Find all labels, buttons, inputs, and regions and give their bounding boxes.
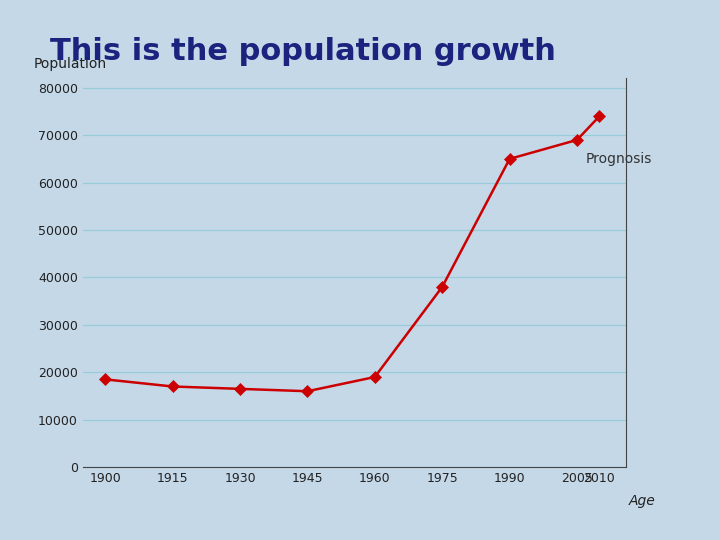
Text: Population: Population — [34, 57, 107, 71]
Text: Age: Age — [629, 494, 656, 508]
Text: Prognosis: Prognosis — [586, 152, 652, 166]
Text: This is the population growth: This is the population growth — [50, 37, 557, 66]
